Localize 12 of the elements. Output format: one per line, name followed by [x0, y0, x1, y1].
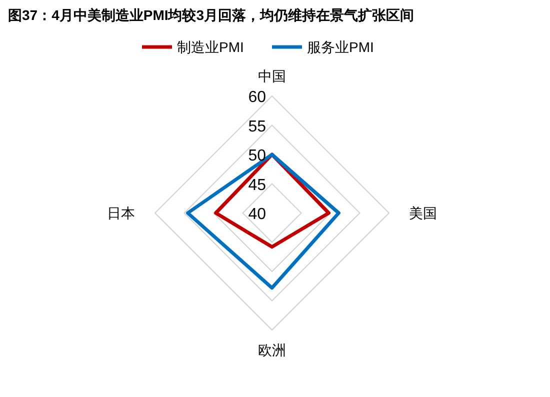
y-tick-label: 40 [248, 206, 266, 223]
spoke-label: 中国 [258, 68, 286, 84]
chart-title: 图37：4月中美制造业PMI均较3月回落，均仍维持在景气扩张区间 [8, 7, 414, 23]
y-tick-label: 45 [248, 176, 266, 194]
y-tick-label: 60 [248, 89, 266, 106]
y-tick-label: 50 [248, 148, 266, 164]
legend-label: 制造业PMI [177, 39, 244, 55]
legend-label: 服务业PMI [307, 39, 374, 55]
y-tick-label: 55 [248, 118, 266, 136]
spoke-label: 美国 [408, 205, 437, 221]
spoke-label: 日本 [107, 205, 136, 221]
spoke-label: 欧洲 [258, 342, 286, 358]
